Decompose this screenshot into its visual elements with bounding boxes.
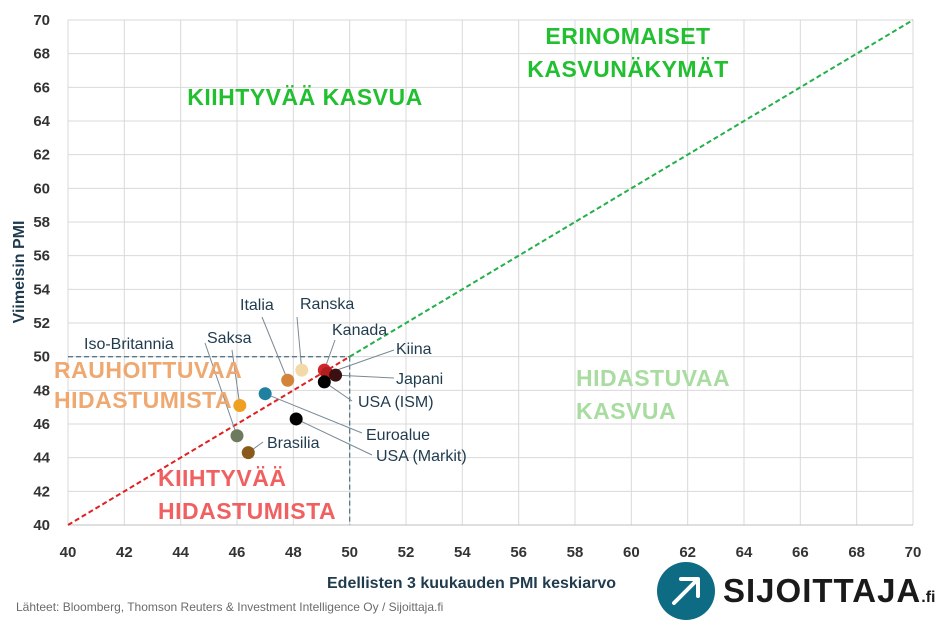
y-tick-label: 54 [33, 281, 50, 298]
y-tick-label: 52 [33, 315, 50, 332]
y-tick-label: 66 [33, 79, 50, 96]
x-tick-label: 60 [623, 544, 640, 561]
y-tick-labels: 40 42 44 46 48 50 52 54 56 58 60 62 64 66 68 70 [33, 12, 50, 534]
x-tick-label: 44 [172, 544, 189, 561]
x-tick-label: 68 [848, 544, 865, 561]
zone-labels: ERINOMAISET KASVUNÄKYMÄT KIIHTYVÄÄ KASVUA H… [54, 23, 730, 524]
label-leader-line [335, 374, 395, 379]
zone-label: HIDASTUMISTA [158, 498, 336, 524]
label-leader-line [295, 418, 373, 456]
point-label: USA (Markit) [376, 448, 467, 465]
x-tick-label: 46 [229, 544, 246, 561]
data-point [258, 387, 272, 401]
point-label: Japani [396, 371, 443, 388]
y-tick-label: 50 [33, 349, 50, 366]
x-tick-label: 56 [510, 544, 527, 561]
data-points [230, 363, 343, 460]
brand-suffix: .fi [921, 589, 936, 606]
label-leader-line [204, 342, 238, 436]
zone-label: HIDASTUVAA [576, 365, 730, 391]
label-leader-line [261, 316, 289, 381]
y-tick-label: 56 [33, 248, 50, 265]
x-tick-label: 50 [341, 544, 358, 561]
data-point [289, 412, 303, 426]
x-tick-label: 42 [116, 544, 133, 561]
data-point [295, 363, 309, 377]
y-tick-label: 60 [33, 180, 50, 197]
y-tick-label: 48 [33, 382, 50, 399]
point-label: Euroalue [366, 427, 430, 444]
arrow-up-right-icon [657, 562, 715, 620]
label-leader-line [264, 393, 363, 434]
point-label: USA (ISM) [358, 394, 434, 411]
point-label: Kiina [396, 341, 432, 358]
label-leader-line [296, 316, 303, 371]
y-tick-label: 68 [33, 46, 50, 63]
reference-line-red [67, 355, 351, 526]
y-tick-label: 62 [33, 147, 50, 164]
point-label: Ranska [300, 296, 354, 313]
x-tick-label: 52 [398, 544, 415, 561]
point-label: Saksa [207, 330, 252, 347]
x-tick-label: 64 [736, 544, 753, 561]
x-tick-label: 62 [679, 544, 696, 561]
data-point [230, 429, 244, 443]
zone-label: ERINOMAISET [545, 23, 710, 49]
data-point [329, 368, 343, 382]
zone-label: KIIHTYVÄÄ KASVUA [187, 84, 422, 110]
zone-label: HIDASTUMISTA [54, 387, 232, 413]
reference-line-green [349, 19, 914, 358]
point-labels: Iso-Britannia Saksa Italia Ranska Kanada Kiin… [84, 296, 467, 465]
x-axis-title: Edellisten 3 kuukauden PMI keskiarvo [327, 575, 616, 592]
y-tick-label: 42 [33, 483, 50, 500]
x-tick-label: 58 [567, 544, 584, 561]
data-point [233, 398, 247, 412]
point-label: Italia [240, 297, 274, 314]
zone-label: KASVUNÄKYMÄT [527, 56, 729, 82]
y-tick-label: 58 [33, 214, 50, 231]
x-tick-labels: 40 42 44 46 48 50 52 54 56 58 60 62 64 66 68 70 [60, 544, 922, 561]
data-point [317, 375, 331, 389]
y-tick-label: 46 [33, 416, 50, 433]
zone-label: KIIHTYVÄÄ [158, 465, 286, 491]
x-tick-label: 70 [905, 544, 922, 561]
data-point [241, 446, 255, 460]
brand-name: SIJOITTAJA [723, 572, 922, 609]
point-label: Kanada [332, 322, 387, 339]
x-tick-label: 48 [285, 544, 302, 561]
zone-label: RAUHOITTUVAA [54, 357, 242, 383]
y-tick-label: 70 [33, 12, 50, 29]
data-point [281, 373, 295, 387]
label-leader-line [231, 349, 241, 406]
y-tick-label: 40 [33, 517, 50, 534]
y-tick-label: 64 [33, 113, 50, 130]
x-tick-label: 54 [454, 544, 471, 561]
point-label: Brasilia [267, 435, 320, 452]
x-tick-label: 66 [792, 544, 809, 561]
point-label: Iso-Britannia [84, 336, 174, 353]
source-note: Lähteet: Bloomberg, Thomson Reuters & In… [16, 600, 444, 614]
threshold-lines [68, 356, 351, 525]
sijoittaja-logo[interactable]: SIJOITTAJA.fi [657, 562, 937, 622]
zone-label: KASVUA [576, 398, 676, 424]
y-axis-title: Viimeisin PMI [11, 221, 28, 324]
y-tick-label: 44 [33, 450, 50, 467]
x-tick-label: 40 [60, 544, 77, 561]
reference-diagonal [67, 19, 914, 526]
